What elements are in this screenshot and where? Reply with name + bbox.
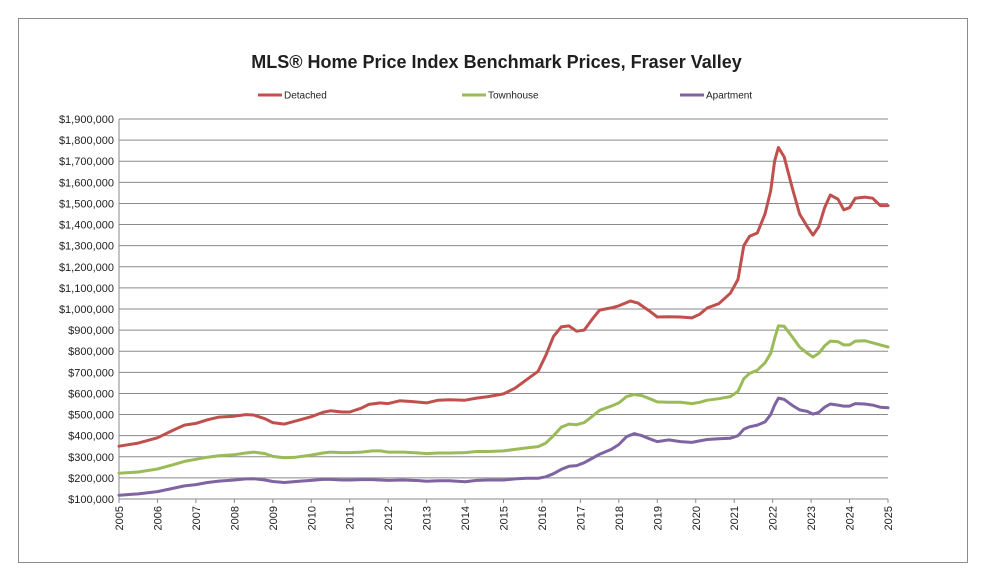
y-tick-label: $1,900,000: [59, 114, 114, 126]
y-tick-label: $200,000: [68, 473, 114, 485]
y-tick-label: $1,400,000: [59, 220, 114, 232]
x-tick-label: 2005: [114, 506, 126, 530]
x-tick-label: 2015: [499, 506, 511, 530]
y-tick-label: $1,700,000: [59, 156, 114, 168]
series-lines: [117, 146, 890, 497]
chart-title: MLS® Home Price Index Benchmark Prices, …: [251, 52, 742, 72]
legend-label: Apartment: [706, 91, 752, 102]
y-tick-label: $1,500,000: [59, 198, 114, 210]
y-tick-label: $500,000: [68, 410, 114, 422]
y-tick-label: $1,100,000: [59, 283, 114, 295]
x-tick-label: 2014: [460, 506, 472, 530]
x-tick-label: 2006: [152, 506, 164, 530]
legend-item-apartment: Apartment: [680, 91, 752, 102]
x-tick-label: 2018: [614, 506, 626, 530]
y-tick-label: $600,000: [68, 388, 114, 400]
legend-item-townhouse: Townhouse: [462, 91, 539, 102]
y-tick-label: $100,000: [68, 494, 114, 506]
legend-label: Detached: [284, 91, 327, 102]
chart-frame: [18, 18, 968, 563]
x-tick-label: 2013: [422, 506, 434, 530]
series-line-townhouse: [117, 324, 890, 475]
x-tick-label: 2012: [383, 506, 395, 530]
x-tick-label: 2008: [229, 506, 241, 530]
legend-item-detached: Detached: [258, 91, 327, 102]
series-line-apartment: [117, 396, 890, 497]
x-tick-label: 2024: [845, 506, 857, 530]
y-tick-label: $1,800,000: [59, 135, 114, 147]
y-tick-label: $400,000: [68, 431, 114, 443]
x-axis-ticks: 2005 2006 2007 2008 2009 2010 2011 2012 2013 2014…: [114, 499, 895, 530]
y-tick-label: $1,300,000: [59, 241, 114, 253]
y-tick-label: $1,000,000: [59, 304, 114, 316]
x-tick-label: 2017: [575, 506, 587, 530]
legend: Detached Townhouse Apartment: [258, 91, 752, 102]
x-tick-label: 2007: [191, 506, 203, 530]
x-tick-label: 2019: [652, 506, 664, 530]
x-tick-label: 2023: [806, 506, 818, 530]
x-tick-label: 2010: [306, 506, 318, 530]
legend-label: Townhouse: [488, 91, 539, 102]
x-tick-label: 2011: [345, 506, 357, 530]
x-tick-label: 2021: [729, 506, 741, 530]
y-axis-ticks: $100,000 $200,000 $300,000 $400,000 $500,000…: [59, 114, 114, 506]
x-tick-label: 2025: [883, 506, 895, 530]
y-tick-label: $1,600,000: [59, 177, 114, 189]
x-tick-label: 2022: [768, 506, 780, 530]
y-tick-label: $800,000: [68, 346, 114, 358]
series-line-detached: [117, 146, 890, 448]
y-tick-label: $300,000: [68, 452, 114, 464]
x-tick-label: 2016: [537, 506, 549, 530]
y-tick-label: $1,200,000: [59, 262, 114, 274]
y-tick-label: $900,000: [68, 325, 114, 337]
y-tick-label: $700,000: [68, 367, 114, 379]
x-tick-label: 2009: [268, 506, 280, 530]
x-tick-label: 2020: [691, 506, 703, 530]
